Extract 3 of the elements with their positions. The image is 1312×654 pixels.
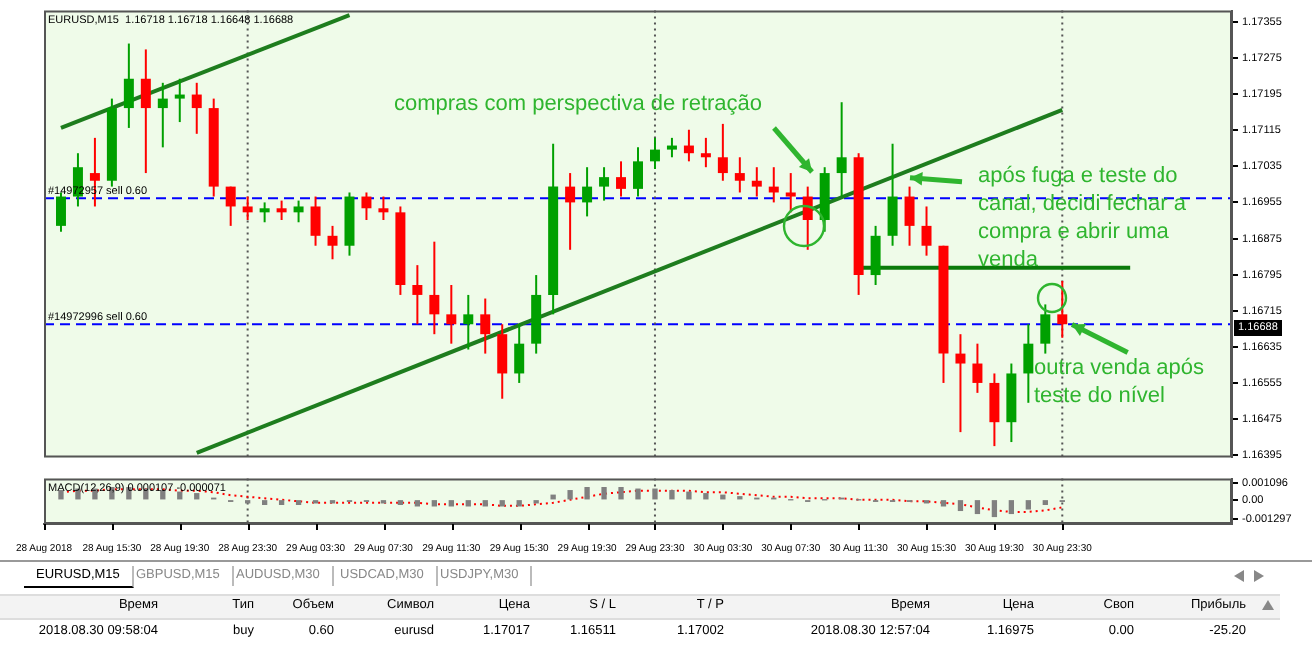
annotation: após fuga e teste do canal, decidi fechar a compra e abrir uma venda xyxy=(978,162,1188,274)
annotation: outra venda após teste do nível xyxy=(1034,354,1207,410)
annotation: compras com perspectiva de retração xyxy=(394,90,765,118)
